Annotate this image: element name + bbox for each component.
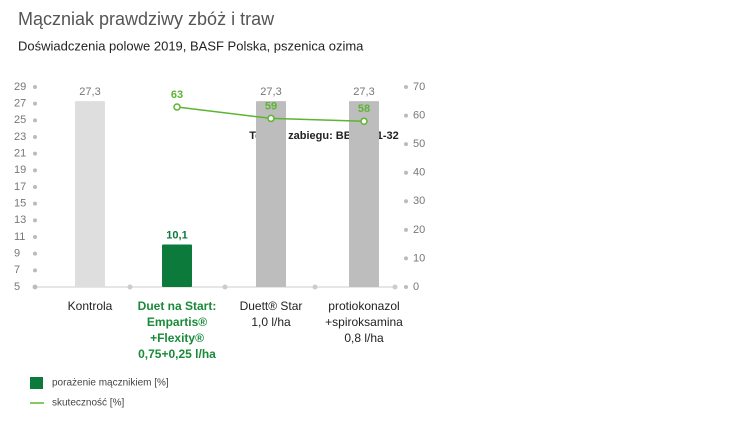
y-tick-mark [33,251,37,256]
x-tick-label: 0,75+0,25 l/ha [138,347,216,361]
y2-tick-mark [404,199,408,204]
y-tick-mark [33,218,37,223]
y-tick-mark [33,285,37,289]
y-tick-mark [33,118,37,123]
x-tick-label: Duett® Star [240,299,303,313]
x-tick-label: 1,0 l/ha [251,315,291,329]
y2-tick-label: 40 [413,167,425,179]
value-label: 58 [358,103,370,115]
y-tick-label: 17 [14,181,26,193]
bar [162,244,192,287]
y2-tick-mark [404,285,408,289]
x-tick-label: Duet na Start: [138,299,217,313]
y-tick-mark [33,235,37,239]
line-point [267,114,275,123]
bar [75,101,105,288]
y-tick-label: 15 [14,198,26,210]
y-tick-mark [33,201,37,206]
y2-tick-label: 70 [413,81,425,93]
y2-tick-mark [404,227,408,232]
x-tick-label: +spiroksamina [325,315,403,329]
y-tick-label: 5 [14,281,20,293]
y2-tick-label: 10 [413,252,425,264]
y2-tick-mark [404,113,408,118]
value-label: 27,3 [79,86,100,98]
y-tick-label: 23 [14,131,26,143]
line-point [360,117,368,126]
y2-tick-label: 30 [413,195,425,207]
value-label: 63 [171,89,183,101]
x-tick-label: Empartis® [147,315,207,329]
y-tick-label: 27 [14,98,26,110]
y-tick-mark [33,101,37,106]
y2-tick-mark [404,256,408,261]
legend-swatch [30,377,43,389]
y-tick-mark [33,135,37,139]
bar [256,101,286,288]
x-tick-label: protiokonazol [328,299,399,313]
y2-tick-label: 60 [413,109,425,121]
y-tick-mark [33,185,37,189]
y-tick-label: 11 [14,231,25,243]
y2-tick-label: 50 [413,138,425,150]
y-tick-mark [33,168,37,173]
y2-tick-mark [404,85,408,89]
value-label: 27,3 [260,86,281,98]
y-tick-label: 19 [14,164,26,176]
value-label: 59 [265,100,277,112]
chart-title: Mączniak prawdziwy zbóż i traw [18,9,275,29]
value-label: 27,3 [353,86,374,98]
y-tick-label: 7 [14,264,20,276]
y-tick-label: 29 [14,81,26,93]
y-tick-mark [33,85,37,89]
line-point [173,103,181,111]
x-tick-label: +Flexity® [150,331,204,345]
bar [349,101,379,288]
y-tick-mark [33,151,37,156]
y2-tick-mark [404,170,408,175]
y2-tick-label: 20 [413,224,425,236]
y-tick-label: 13 [14,214,26,226]
x-tick-label: Kontrola [68,299,113,313]
value-label: 10,1 [166,229,187,241]
y-tick-label: 25 [14,114,26,126]
x-tick-label: 0,8 l/ha [344,331,384,345]
chart-subtitle: Doświadczenia polowe 2019, BASF Polska, … [18,38,364,53]
legend-label: skuteczność [%] [52,398,124,409]
y2-tick-mark [404,142,408,147]
legend-label: porażenie mącznikiem [%] [52,378,169,389]
y-tick-label: 21 [14,148,26,160]
y-tick-label: 9 [14,248,20,260]
y-tick-mark [33,268,37,273]
y2-tick-label: 0 [413,281,419,293]
